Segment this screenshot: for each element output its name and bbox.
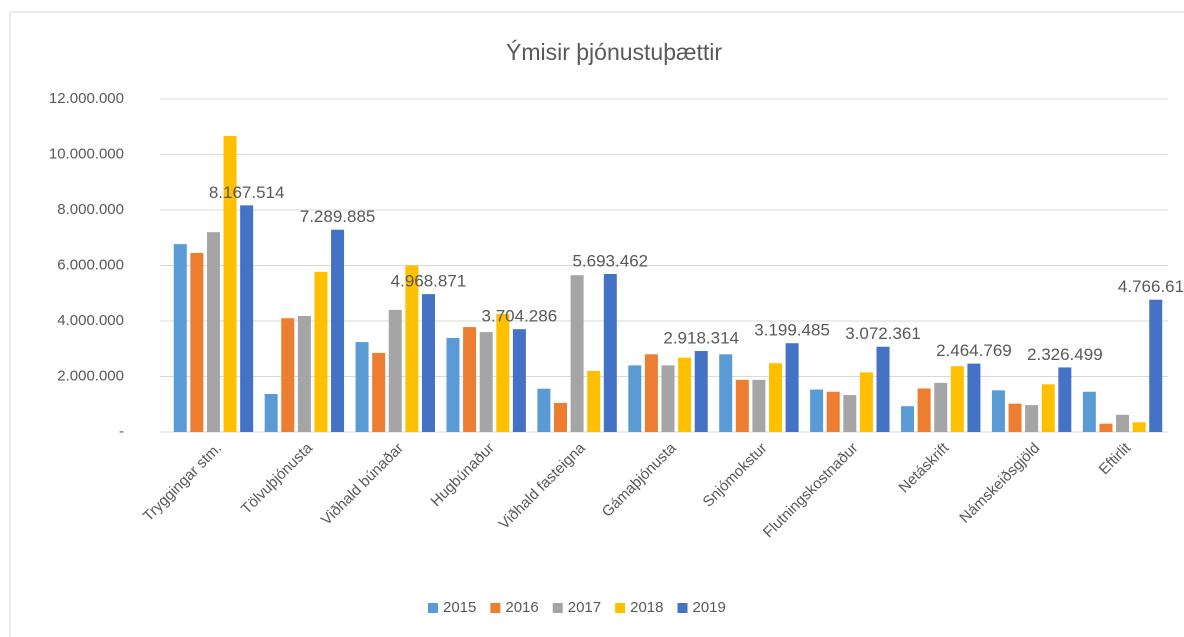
data-label: 7.289.885 [300,207,376,226]
bar [446,337,460,432]
bar [769,363,783,432]
bar [587,370,601,432]
y-tick-label: 8.000.000 [57,201,124,218]
bar [223,135,237,432]
bar [512,329,526,432]
data-label: 5.693.462 [572,251,648,270]
bar [537,388,551,432]
legend-label: 2019 [693,599,726,616]
legend-swatch [490,603,501,613]
bar [463,327,477,432]
bar [264,393,278,432]
bar [240,205,254,432]
bar [331,229,345,432]
chart-frame [9,11,1184,637]
bar [694,351,708,432]
data-label: 2.464.769 [936,341,1012,360]
bar [314,271,328,432]
bar [628,365,642,432]
y-tick-label: 4.000.000 [57,312,124,329]
bar [479,332,493,432]
bar [967,363,981,432]
legend-swatch [615,603,626,613]
bar [843,395,857,432]
bar [355,342,369,432]
bar [826,391,840,432]
legend-swatch [677,603,688,613]
bar [752,379,766,432]
bar [1025,405,1039,432]
legend-swatch [428,603,438,613]
bar [1149,299,1163,432]
bar [603,274,617,432]
bar [678,357,692,432]
bar [719,354,733,432]
bar [917,388,931,432]
bar [735,379,749,432]
bar [553,402,567,432]
bar [661,365,675,432]
bar [1116,414,1130,432]
bar [1082,391,1096,432]
bar [950,366,964,432]
data-label: 2.326.499 [1027,345,1103,364]
bar [785,343,799,432]
legend-swatch [552,603,563,613]
chart-title: Ýmisir þjónustuþættir [506,39,722,65]
data-label: 3.199.485 [754,321,830,340]
y-tick-label: 2.000.000 [57,367,124,384]
bar [934,382,948,432]
bar [1058,367,1072,432]
data-label: 8.167.514 [209,183,285,202]
bar [1041,384,1055,432]
bar [876,346,890,432]
bar [1008,403,1022,432]
y-tick-label: 6.000.000 [57,256,124,273]
bar [421,294,435,432]
bar [297,316,311,432]
data-label: 3.704.286 [482,307,558,326]
legend-label: 2017 [568,599,601,616]
data-label: 4.968.871 [391,272,467,291]
data-label: 4.766.617 [1118,277,1184,296]
bar [1132,422,1146,432]
bar [644,354,658,432]
bar [173,244,187,432]
data-label: 2.918.314 [663,329,739,348]
bar [901,406,915,432]
bar [206,232,220,432]
bar [405,265,419,432]
data-label: 3.072.361 [845,324,921,343]
legend-label: 2018 [630,599,663,616]
y-tick-label: 10.000.000 [49,145,124,162]
bar [570,275,584,432]
legend-label: 2015 [443,599,476,616]
legend-label: 2016 [505,599,538,616]
y-tick-label: 12.000.000 [49,90,124,107]
y-tick-label: - [119,423,124,440]
bar [991,390,1005,432]
bar [859,372,873,432]
bar [1099,423,1113,432]
bar [388,309,402,432]
bar [810,389,824,432]
bar [372,352,386,432]
bar [190,253,204,432]
bar [281,318,295,432]
bar [496,314,510,432]
